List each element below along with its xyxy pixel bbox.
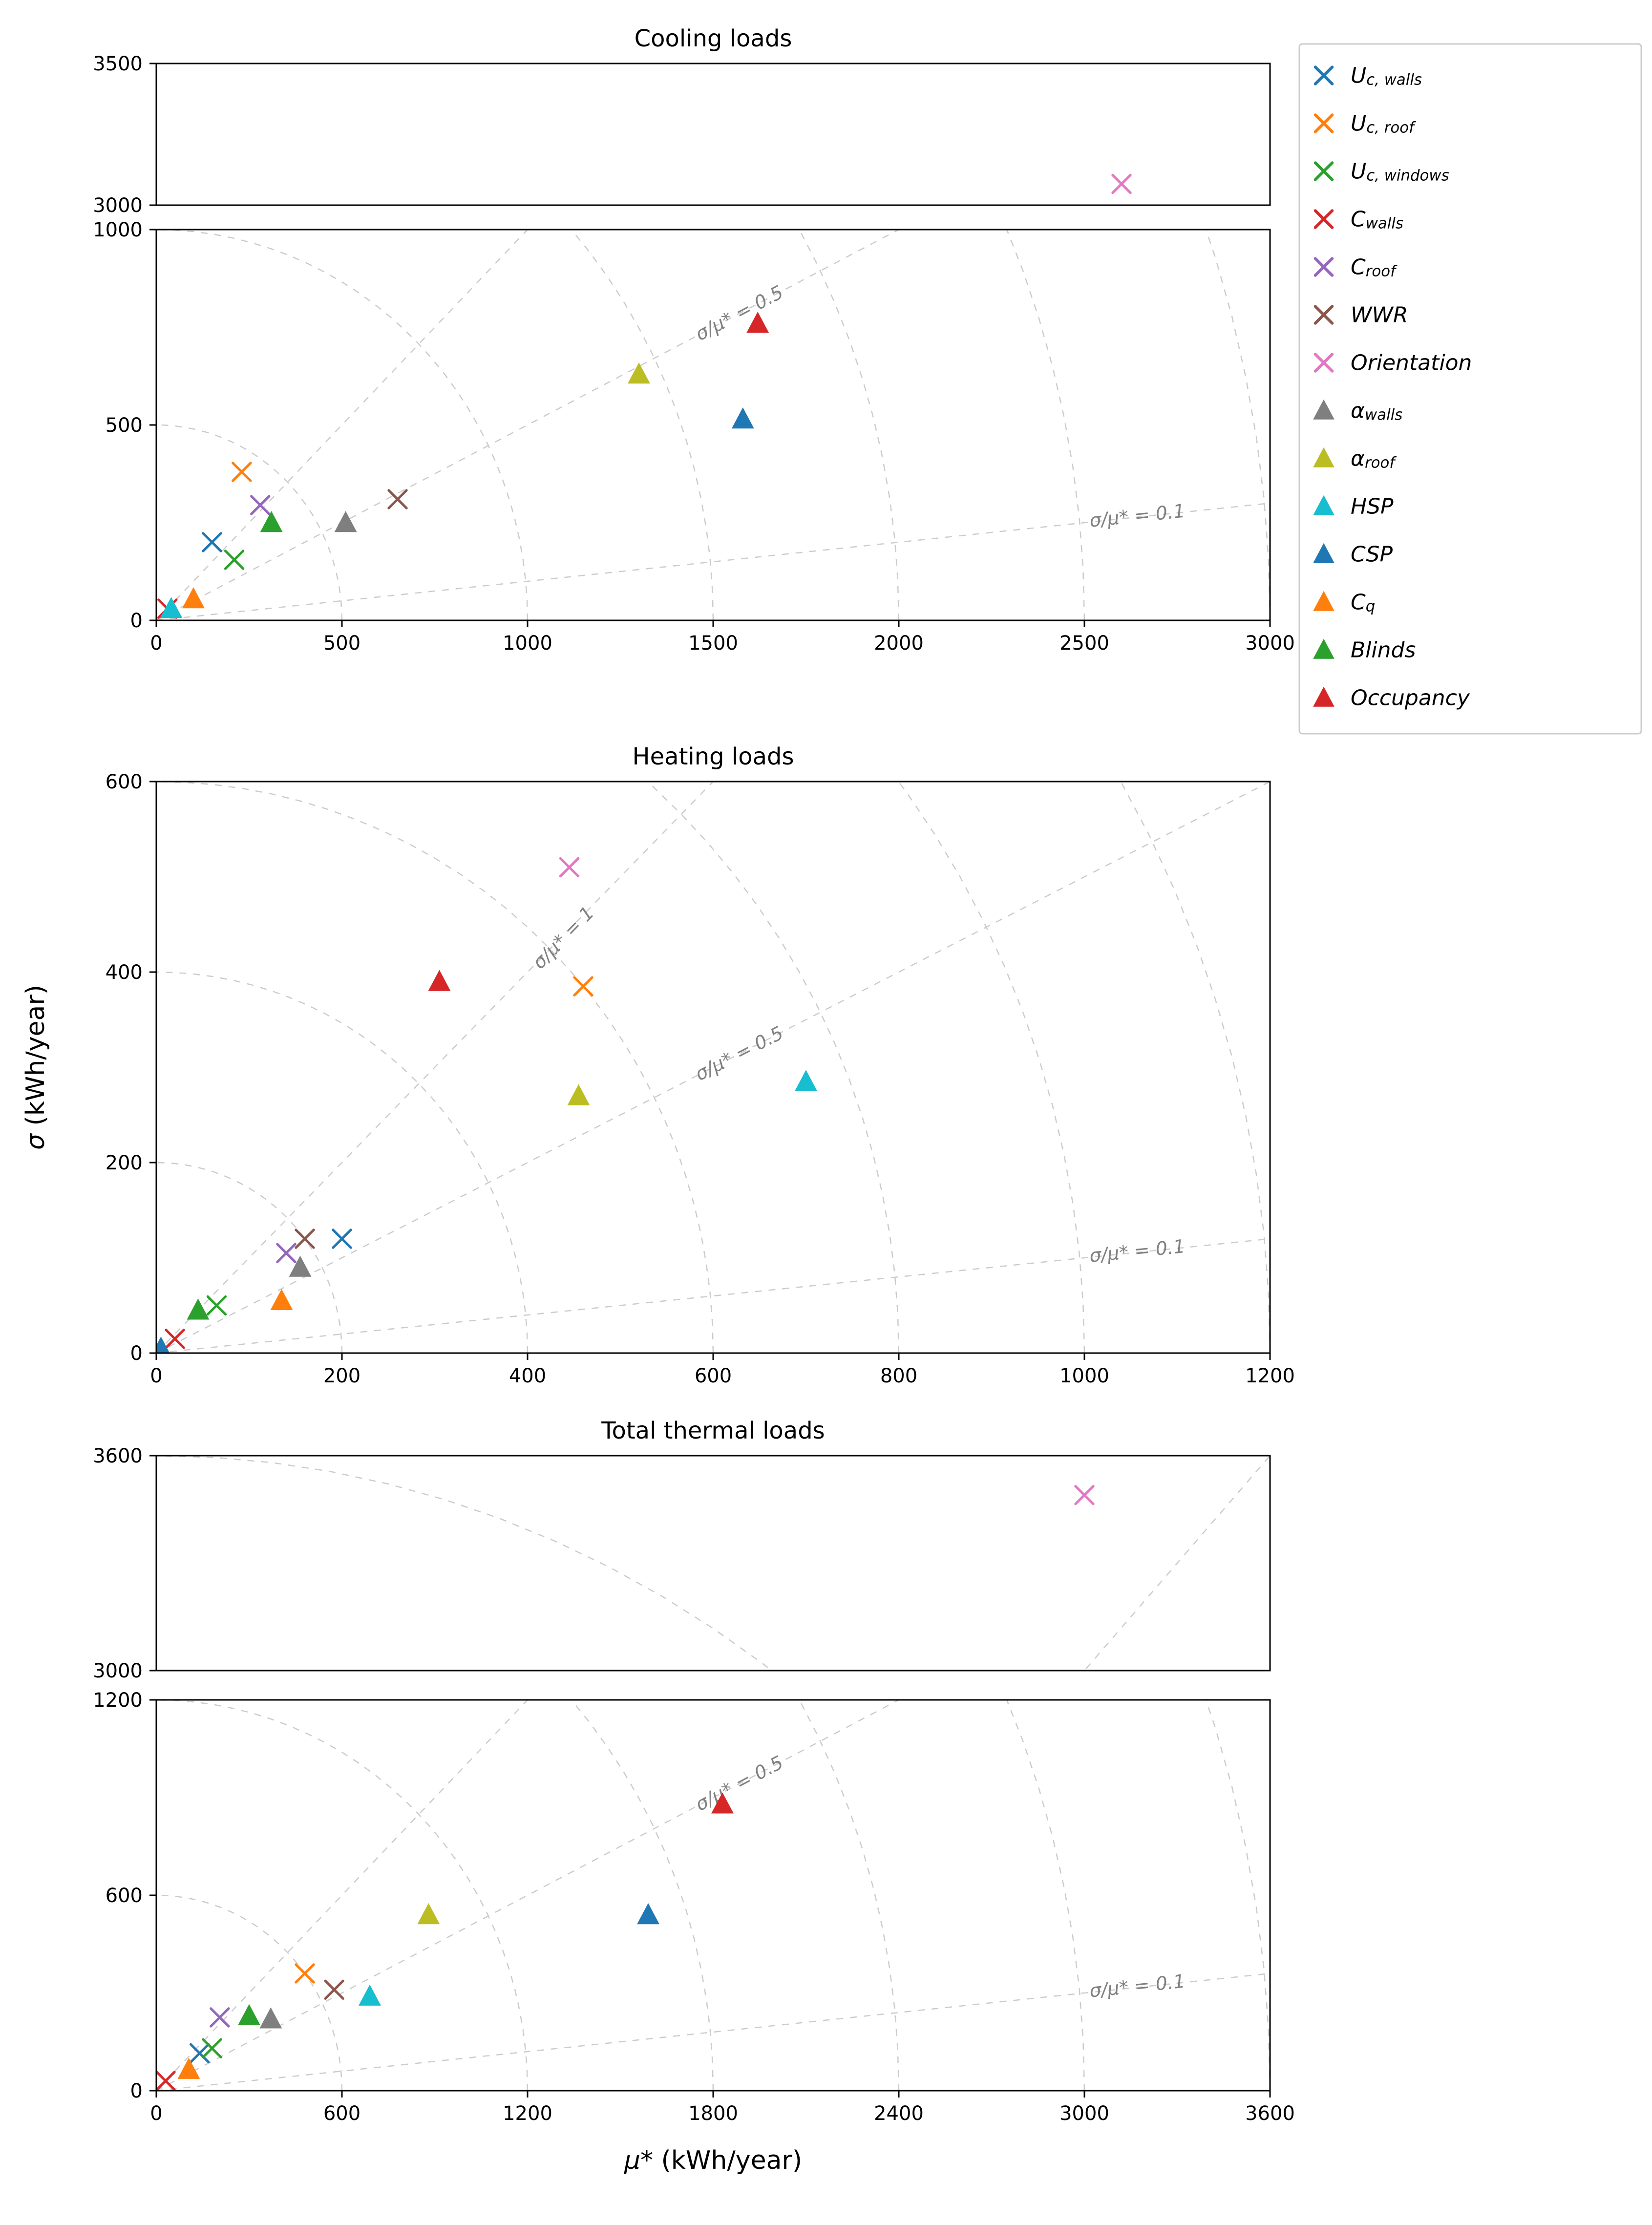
svg-text:0: 0 [130,610,143,632]
svg-text:σ/μ* = 0.1: σ/μ* = 0.1 [1088,1235,1186,1267]
svg-text:800: 800 [880,1365,917,1387]
svg-text:600: 600 [695,1365,732,1387]
svg-text:3600: 3600 [93,1445,143,1467]
panel-title: Total thermal loads [601,1417,825,1444]
svg-text:1500: 1500 [688,632,738,655]
svg-text:1200: 1200 [93,1689,143,1712]
svg-text:500: 500 [323,632,360,655]
svg-text:0: 0 [130,2080,143,2102]
x-axis-label: μ* (kWh/year) [624,2146,802,2175]
svg-text:1000: 1000 [1059,1365,1109,1387]
svg-text:3000: 3000 [1059,2102,1109,2125]
svg-text:1200: 1200 [503,2102,552,2125]
svg-text:600: 600 [106,771,143,793]
svg-text:1000: 1000 [93,219,143,241]
cooling-lower-plot: σ/μ* = 0.1 σ/μ* = 0.5 σ/μ* = 1 [156,0,1270,620]
svg-text:0: 0 [150,632,162,655]
svg-text:2400: 2400 [874,2102,924,2125]
legend: Uc, wallsUc, roofUc, windowsCwallsCroofW… [1299,44,1641,734]
svg-text:2500: 2500 [1059,632,1109,655]
svg-text:200: 200 [106,1152,143,1174]
svg-text:2000: 2000 [874,632,924,655]
heating-plot: σ/μ* = 0.1σ/μ* = 0.5σ/μ* = 1 [150,210,1270,1357]
svg-text:3000: 3000 [93,1660,143,1682]
legend-label-Blinds: Blinds [1351,637,1416,662]
svg-text:0: 0 [150,1365,162,1387]
legend-label-Occupancy: Occupancy [1351,685,1470,710]
svg-text:500: 500 [106,414,143,437]
svg-text:3500: 3500 [93,53,143,75]
y-axis-label: σ (kWh/year) [21,985,50,1150]
svg-text:200: 200 [323,1365,360,1387]
svg-text:σ/μ* = 0.1: σ/μ* = 0.1 [1088,500,1186,531]
svg-text:0: 0 [150,2102,162,2125]
svg-text:1800: 1800 [688,2102,738,2125]
svg-text:σ/μ* = 0.5: σ/μ* = 0.5 [692,1752,786,1815]
svg-text:3000: 3000 [93,194,143,217]
svg-text:3000: 3000 [1245,632,1295,655]
svg-text:600: 600 [323,2102,360,2125]
figure-container: Cooling loads30003500σ/μ* = 0.1σ/μ* = 0.… [0,0,1652,2225]
svg-text:σ/μ* = 1: σ/μ* = 1 [529,1629,598,1700]
legend-label-HSP: HSP [1351,494,1394,519]
svg-text:0: 0 [130,1342,143,1365]
svg-text:400: 400 [509,1365,546,1387]
panel-title: Cooling loads [635,25,792,52]
svg-text:σ/μ* = 0.1: σ/μ* = 0.1 [1088,1971,1186,2002]
panel-title: Heating loads [633,743,794,770]
svg-text:σ/μ* = 0.5: σ/μ* = 0.5 [692,281,786,345]
svg-text:σ/μ* = 1: σ/μ* = 1 [529,158,598,230]
legend-label-CSP: CSP [1351,542,1393,567]
svg-text:σ/μ* = 0.5: σ/μ* = 0.5 [692,1022,787,1085]
svg-text:1000: 1000 [503,632,552,655]
figure-svg: Cooling loads30003500σ/μ* = 0.1σ/μ* = 0.… [0,0,1652,2225]
svg-text:1200: 1200 [1245,1365,1295,1387]
legend-label-WWR: WWR [1351,302,1408,327]
total-lower-plot: σ/μ* = 0.1 σ/μ* = 0.5 σ/μ* = 1 [156,918,1270,2091]
legend-label-Orientation: Orientation [1351,350,1472,375]
svg-text:400: 400 [106,961,143,984]
svg-text:3600: 3600 [1245,2102,1295,2125]
svg-text:600: 600 [106,1885,143,1907]
